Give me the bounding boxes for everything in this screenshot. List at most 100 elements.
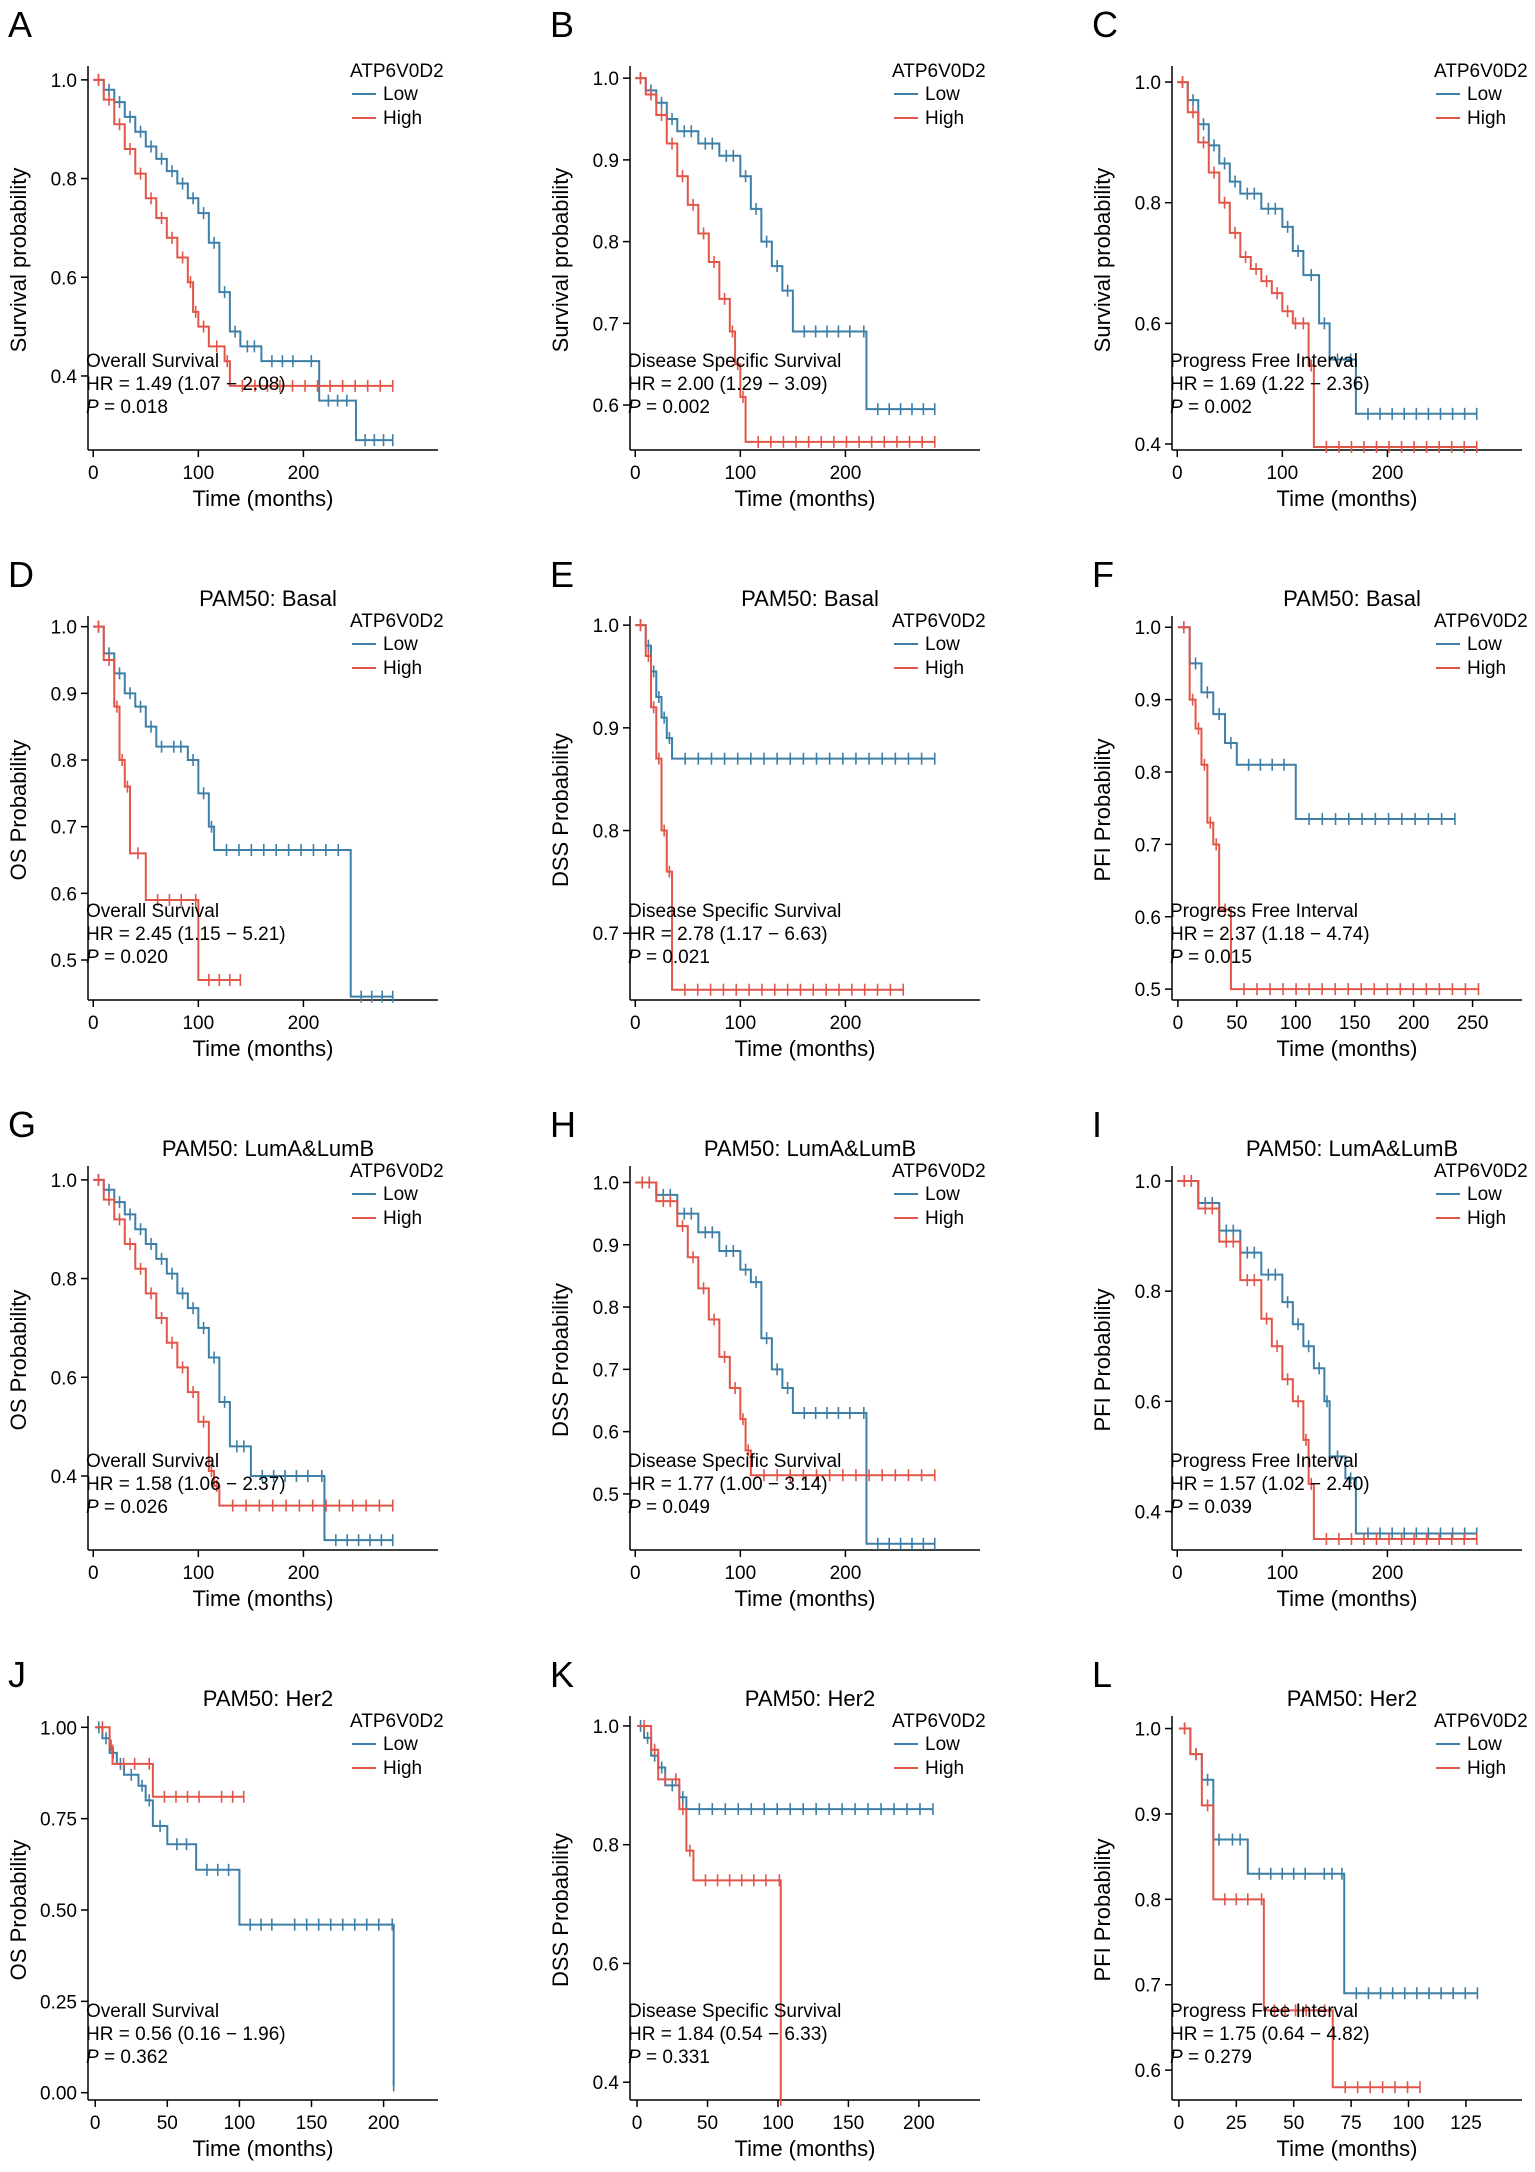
hazard-ratio-text: HR = 1.77 (1.00 − 3.14) <box>628 1474 828 1495</box>
x-tick-label: 25 <box>1226 2113 1247 2134</box>
p-value-symbol: P <box>1170 2047 1183 2068</box>
curve-high <box>93 78 393 387</box>
p-value-symbol: P <box>628 2047 641 2068</box>
panel-subtitle: PAM50: Her2 <box>745 1686 875 1711</box>
x-tick-label: 0 <box>630 1563 641 1584</box>
y-tick-label: 0.4 <box>51 367 78 388</box>
hazard-ratio-text: HR = 1.84 (0.54 − 6.33) <box>628 2024 828 2045</box>
p-value-symbol: P <box>86 947 99 968</box>
panel-letter: K <box>550 1654 574 1695</box>
panel-subtitle: PAM50: Basal <box>199 586 337 611</box>
curve-high <box>93 625 241 981</box>
x-tick-label: 200 <box>1372 463 1404 484</box>
survival-type-label: Overall Survival <box>86 1451 219 1472</box>
legend-label-high: High <box>925 1208 964 1229</box>
panel-subtitle: PAM50: Her2 <box>1287 1686 1417 1711</box>
hazard-ratio-text: HR = 2.45 (1.15 − 5.21) <box>86 924 286 945</box>
y-tick-label: 0.6 <box>593 1423 619 1444</box>
y-axis-label: DSS Probability <box>548 1283 573 1437</box>
x-tick-label: 0 <box>88 463 99 484</box>
legend-title: ATP6V0D2 <box>350 61 444 82</box>
p-value-number: = 0.002 <box>1183 397 1252 418</box>
x-axis-label: Time (months) <box>1277 1036 1418 1061</box>
p-value-symbol: P <box>86 1497 99 1518</box>
legend-label-low: Low <box>383 84 418 105</box>
x-tick-label: 100 <box>1393 2113 1425 2134</box>
x-axis-label: Time (months) <box>193 1586 334 1611</box>
y-tick-label: 1.0 <box>593 69 619 90</box>
y-tick-label: 0.6 <box>593 1954 619 1975</box>
y-tick-label: 1.0 <box>593 1717 619 1738</box>
x-axis-label: Time (months) <box>1277 2136 1418 2161</box>
y-axis-label: PFI Probability <box>1090 738 1115 881</box>
y-tick-label: 1.0 <box>1135 1720 1161 1741</box>
curve-low <box>1177 626 1455 821</box>
y-tick-label: 1.0 <box>1135 618 1161 639</box>
hazard-ratio-text: HR = 1.58 (1.06 − 2.37) <box>86 1474 286 1495</box>
x-tick-label: 200 <box>288 1013 320 1034</box>
panel-letter: D <box>8 554 34 595</box>
x-tick-label: 125 <box>1450 2113 1482 2134</box>
y-tick-label: 0.8 <box>1135 194 1161 215</box>
p-value-number: = 0.279 <box>1183 2047 1252 2068</box>
y-axis-label: Survival probability <box>6 168 31 353</box>
legend-title: ATP6V0D2 <box>350 611 444 632</box>
x-tick-label: 200 <box>288 1563 320 1584</box>
panel-subtitle: PAM50: Basal <box>741 586 879 611</box>
panel-h: H PAM50: LumA&LumB 0 100 200 0.5 0.6 0.7 0.8 0.9 1… <box>548 1104 986 1611</box>
panel-g: G PAM50: LumA&LumB 0 100 200 0.4 0.6 0.8 1.0 Time… <box>6 1104 444 1611</box>
x-tick-label: 250 <box>1457 1013 1489 1034</box>
x-axis-label: Time (months) <box>1277 486 1418 511</box>
y-tick-label: 0.6 <box>1135 908 1161 929</box>
p-value-symbol: P <box>628 947 641 968</box>
legend-label-high: High <box>1467 1208 1506 1229</box>
x-tick-label: 0 <box>1172 1563 1183 1584</box>
panel-letter: F <box>1092 554 1114 595</box>
panel-letter: G <box>8 1104 36 1145</box>
legend-title: ATP6V0D2 <box>892 1161 986 1182</box>
survival-type-label: Disease Specific Survival <box>628 901 841 922</box>
p-value-text: P = 0.362 <box>86 2047 168 2068</box>
x-tick-label: 100 <box>762 2113 794 2134</box>
x-axis-label: Time (months) <box>193 1036 334 1061</box>
p-value-text: P = 0.020 <box>86 947 168 968</box>
y-tick-label: 0.4 <box>1135 1502 1162 1523</box>
y-tick-label: 0.9 <box>1135 1805 1161 1826</box>
panel-subtitle: PAM50: LumA&LumB <box>704 1136 916 1161</box>
y-tick-label: 0.4 <box>1135 435 1162 456</box>
y-tick-label: 0.6 <box>51 1368 77 1389</box>
y-tick-label: 0.8 <box>593 822 619 843</box>
y-tick-label: 0.8 <box>1135 1890 1161 1911</box>
x-axis-label: Time (months) <box>735 486 876 511</box>
panel-f: F PAM50: Basal 0 50 100 150 200 250 0.5 0.6 0.7 0.8… <box>1090 554 1528 1061</box>
y-tick-label: 0.8 <box>1135 763 1161 784</box>
p-value-text: P = 0.018 <box>86 397 168 418</box>
x-axis-label: Time (months) <box>735 1036 876 1061</box>
hazard-ratio-text: HR = 2.78 (1.17 − 6.63) <box>628 924 828 945</box>
p-value-number: = 0.015 <box>1183 947 1252 968</box>
legend-label-low: Low <box>1467 84 1502 105</box>
x-tick-label: 50 <box>697 2113 718 2134</box>
panel-subtitle: PAM50: Her2 <box>203 1686 333 1711</box>
p-value-number: = 0.020 <box>99 947 168 968</box>
legend-label-high: High <box>925 108 964 129</box>
p-value-number: = 0.002 <box>641 397 710 418</box>
panel-subtitle: PAM50: Basal <box>1283 586 1421 611</box>
p-value-number: = 0.362 <box>99 2047 168 2068</box>
panel-d: D PAM50: Basal 0 100 200 0.5 0.6 0.7 0.8 0.9 1.0 Ti… <box>6 554 444 1061</box>
curve-low <box>635 624 935 760</box>
panel-letter: I <box>1092 1104 1102 1145</box>
panel-letter: C <box>1092 4 1118 45</box>
x-tick-label: 0 <box>88 1563 99 1584</box>
x-tick-label: 100 <box>182 1563 214 1584</box>
x-tick-label: 200 <box>830 1563 862 1584</box>
legend-label-high: High <box>1467 658 1506 679</box>
x-tick-label: 0 <box>630 1013 641 1034</box>
x-tick-label: 100 <box>182 463 214 484</box>
hazard-ratio-text: HR = 2.00 (1.29 − 3.09) <box>628 374 828 395</box>
panel-letter: H <box>550 1104 576 1145</box>
y-tick-label: 0.7 <box>593 924 619 945</box>
y-axis-label: OS Probability <box>6 1840 31 1981</box>
legend-label-high: High <box>1467 1758 1506 1779</box>
